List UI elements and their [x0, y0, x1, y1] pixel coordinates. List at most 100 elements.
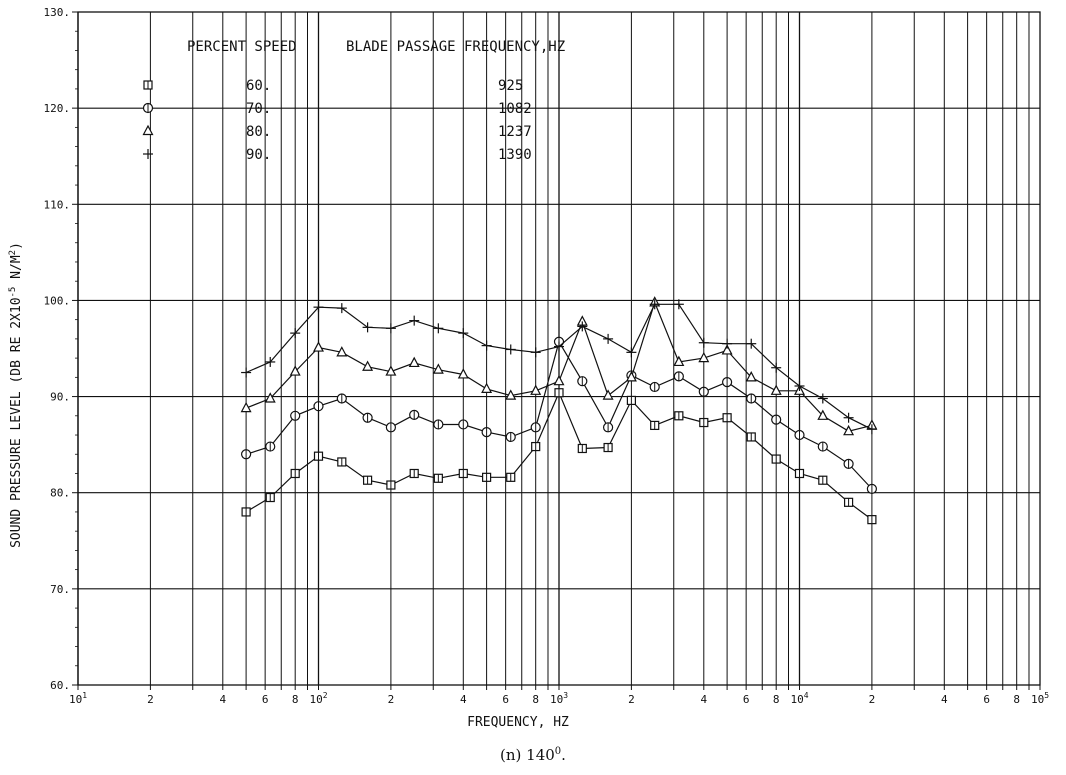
tick-label-x: 104: [790, 691, 808, 706]
marker-triangle: [240, 401, 252, 413]
data-point: [433, 323, 444, 334]
data-point: [721, 344, 733, 355]
data-point: [794, 429, 805, 441]
data-point: [794, 468, 805, 479]
marker-triangle: [264, 392, 276, 403]
data-point: [336, 303, 347, 314]
y-axis-label-part: N/M: [9, 255, 24, 286]
marker-triangle: [385, 365, 397, 376]
marker-triangle: [289, 365, 301, 376]
axis-ticks: 60.70.80.90.100.110.120.130.101 2 4 6 8 102 2 4…: [44, 6, 1050, 706]
data-point: [336, 393, 347, 404]
data-point: [843, 497, 854, 507]
data-point: [458, 419, 469, 430]
tick-label-x: 4: [941, 693, 948, 706]
data-point: [385, 323, 396, 334]
marker-triangle: [817, 409, 829, 420]
marker-triangle: [505, 389, 517, 400]
data-point: [817, 393, 828, 404]
legend-speed-value: 80.: [246, 124, 271, 140]
tick-label-x: 8: [1013, 693, 1020, 706]
data-point: [843, 458, 854, 469]
legend-symbol-square: [143, 80, 153, 90]
data-point: [505, 389, 517, 400]
marker-triangle: [698, 351, 710, 363]
data-point: [313, 401, 324, 412]
legend-bpf-value: 1390: [498, 147, 532, 163]
tick-label-x: 8: [532, 693, 539, 706]
data-point: [698, 351, 710, 363]
data-point: [554, 388, 564, 398]
data-point: [771, 414, 782, 425]
tick-label-x: 8: [292, 693, 299, 706]
y-axis-label-exponent: -5: [8, 287, 18, 298]
marker-triangle: [362, 360, 374, 371]
data-point: [241, 449, 252, 460]
y-axis-label: SOUND PRESSURE LEVEL (DB RE 2X10-5 N/M2): [8, 242, 24, 548]
data-point: [866, 483, 877, 494]
data-point: [602, 422, 614, 433]
data-point: [265, 356, 276, 367]
data-point: [722, 413, 732, 423]
data-point: [673, 371, 684, 382]
legend-symbol-plus: [143, 149, 153, 159]
legend-speed-value: 90.: [246, 147, 271, 163]
data-point: [746, 432, 756, 442]
tick-label-x: 105: [1031, 691, 1049, 706]
data-point: [313, 302, 324, 313]
data-point: [745, 371, 757, 382]
data-point: [313, 341, 324, 352]
tick-label-x: 4: [700, 693, 707, 706]
data-point: [649, 381, 660, 393]
marker-triangle: [625, 371, 637, 382]
tick-label-x: 6: [262, 693, 269, 706]
data-point: [843, 412, 854, 423]
data-point: [674, 411, 684, 421]
data-point: [817, 409, 829, 420]
tick-label-x: 102: [309, 691, 327, 706]
tick-label-exponent: 4: [804, 691, 809, 700]
marker-triangle: [142, 124, 154, 136]
tick-label-exponent: 5: [1044, 691, 1049, 700]
data-point: [385, 365, 397, 376]
legend-speed-value: 60.: [246, 78, 271, 94]
tick-label-x: 103: [550, 691, 568, 706]
marker-triangle: [602, 389, 614, 400]
data-point: [817, 441, 828, 452]
legend-header-frequency: BLADE PASSAGE FREQUENCY,HZ: [346, 39, 565, 55]
data-point: [481, 427, 492, 438]
data-point: [699, 417, 709, 428]
marker-triangle: [432, 363, 444, 374]
tick-label-x: 2: [388, 693, 395, 706]
data-point: [649, 299, 660, 310]
data-point: [481, 340, 492, 351]
data-point: [771, 454, 781, 464]
marker-triangle: [336, 346, 348, 357]
data-point: [698, 337, 709, 348]
marker-triangle: [745, 371, 757, 382]
legend-rows: 60. 925 70. 1082 80. 1237 90. 1390: [142, 78, 532, 163]
data-point: [673, 355, 685, 367]
data-point: [313, 451, 324, 461]
data-point: [505, 344, 516, 355]
data-point: [409, 315, 420, 326]
figure-caption: (n) 1400.: [0, 746, 1066, 764]
caption-text: (n) 140: [500, 746, 555, 764]
data-point: [530, 347, 541, 358]
tick-label-x: 2: [869, 693, 876, 706]
tick-label-y: 90.: [50, 391, 70, 404]
data-point: [650, 420, 660, 431]
data-point: [625, 371, 637, 382]
data-point: [506, 472, 516, 482]
marker-triangle: [553, 374, 565, 386]
marker-triangle: [481, 382, 493, 393]
marker-triangle: [408, 356, 420, 368]
data-point: [265, 441, 276, 452]
marker-triangle: [770, 384, 782, 395]
data-point: [577, 376, 588, 387]
data-point: [530, 384, 542, 395]
data-point: [433, 419, 444, 430]
x-axis-label: FREQUENCY, HZ: [467, 715, 569, 730]
data-point: [362, 412, 373, 423]
data-point: [433, 473, 443, 483]
